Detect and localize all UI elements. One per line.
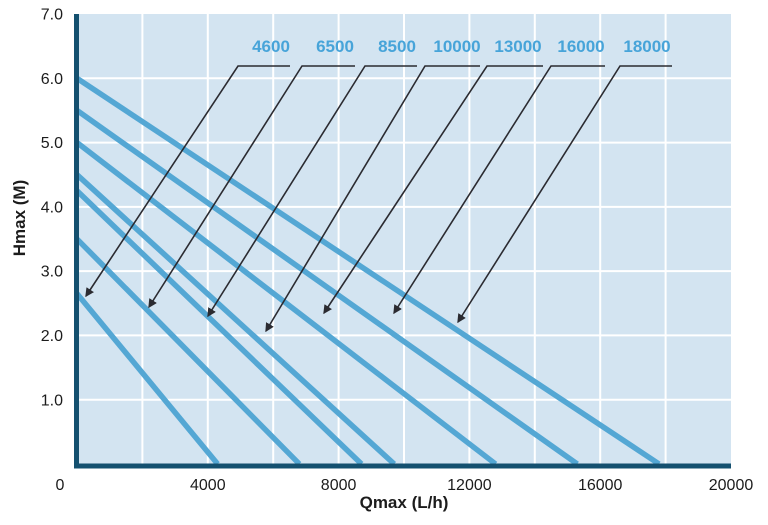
x-tick-8000: 8000 — [321, 477, 357, 494]
y-tick-1.0: 1.0 — [41, 392, 63, 409]
leader-arrow-16000 — [393, 65, 605, 315]
y-tick-7.0: 7.0 — [41, 7, 63, 24]
x-tick-0: 0 — [56, 477, 65, 494]
y-tick-4.0: 4.0 — [41, 199, 63, 216]
curve-18000 — [75, 75, 661, 467]
curve-10000 — [75, 172, 397, 467]
series-label-10000: 10000 — [433, 37, 480, 56]
series-label-6500: 6500 — [316, 37, 354, 56]
curve-4600 — [74, 291, 220, 466]
y-tick-3.0: 3.0 — [41, 264, 63, 281]
series-label-13000: 13000 — [494, 37, 541, 56]
leader-arrow-18000 — [457, 65, 672, 324]
leader-arrow-10000 — [265, 65, 480, 333]
leader-arrow-4600 — [85, 65, 290, 298]
y-tick-2.0: 2.0 — [41, 328, 63, 345]
curve-8500 — [75, 188, 364, 466]
curve-6500 — [75, 237, 302, 466]
curve-13000 — [75, 140, 498, 467]
curve-16000 — [75, 108, 579, 467]
y-tick-6.0: 6.0 — [41, 71, 63, 88]
series-label-18000: 18000 — [623, 37, 670, 56]
y-tick-5.0: 5.0 — [41, 135, 63, 152]
leader-arrow-6500 — [148, 65, 355, 309]
x-axis-title: Qmax (L/h) — [359, 493, 449, 512]
y-axis-title: Hmax (M) — [10, 179, 29, 257]
leader-arrow-8500 — [207, 65, 417, 318]
x-tick-16000: 16000 — [578, 477, 623, 494]
x-tick-4000: 4000 — [190, 477, 226, 494]
leader-arrow-13000 — [323, 65, 543, 315]
x-tick-20000: 20000 — [709, 477, 754, 494]
series-label-8500: 8500 — [378, 37, 416, 56]
series-label-4600: 4600 — [252, 37, 290, 56]
x-tick-12000: 12000 — [447, 477, 492, 494]
series-label-16000: 16000 — [557, 37, 604, 56]
